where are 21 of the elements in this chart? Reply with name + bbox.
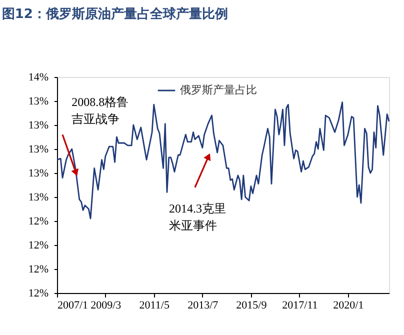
y-tick-label: 13%: [28, 96, 48, 108]
y-tick-label: 12%: [28, 216, 48, 228]
y-tick-label: 13%: [28, 168, 48, 180]
annotation: 2014.3克里米亚事件: [169, 201, 226, 232]
y-tick-label: 13%: [28, 120, 48, 132]
x-tick-label: 2020/1: [333, 300, 364, 312]
x-tick-label: 2009/3: [90, 300, 122, 312]
y-tick-label: 13%: [28, 144, 48, 156]
y-tick-label: 12%: [28, 288, 48, 300]
x-tick-label: 2011/5: [139, 300, 170, 312]
legend-label: 俄罗斯产量占比: [180, 84, 257, 96]
y-tick-label: 14%: [28, 72, 48, 84]
x-tick-label: 2007/1: [58, 300, 88, 312]
y-tick-label: 12%: [28, 264, 48, 276]
y-tick-label: 13%: [28, 192, 48, 204]
y-tick-label: 12%: [28, 240, 48, 252]
x-tick-label: 2015/9: [236, 300, 268, 312]
x-tick-label: 2013/7: [188, 300, 219, 312]
x-tick-label: 2017/11: [282, 300, 318, 312]
annotation: 2008.8格鲁吉亚战争: [72, 94, 129, 126]
chart-title: 图12：俄罗斯原油产量占全球产量比例: [2, 6, 228, 22]
